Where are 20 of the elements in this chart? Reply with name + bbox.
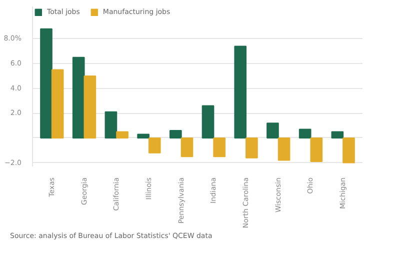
bar <box>278 137 290 161</box>
bar <box>180 137 194 158</box>
bar <box>104 111 118 138</box>
bar <box>137 134 150 138</box>
bar <box>298 128 312 138</box>
bar <box>246 137 258 158</box>
bar <box>51 69 64 138</box>
bar <box>40 28 52 138</box>
bar <box>72 56 85 138</box>
bar <box>213 137 226 158</box>
bar <box>202 105 214 138</box>
bar <box>310 137 323 162</box>
bar <box>331 131 344 138</box>
bar <box>170 130 182 138</box>
bar <box>266 122 279 138</box>
bar <box>342 137 355 164</box>
bar <box>84 75 96 138</box>
bar <box>234 46 247 138</box>
bar <box>148 137 161 154</box>
bar <box>116 131 128 138</box>
